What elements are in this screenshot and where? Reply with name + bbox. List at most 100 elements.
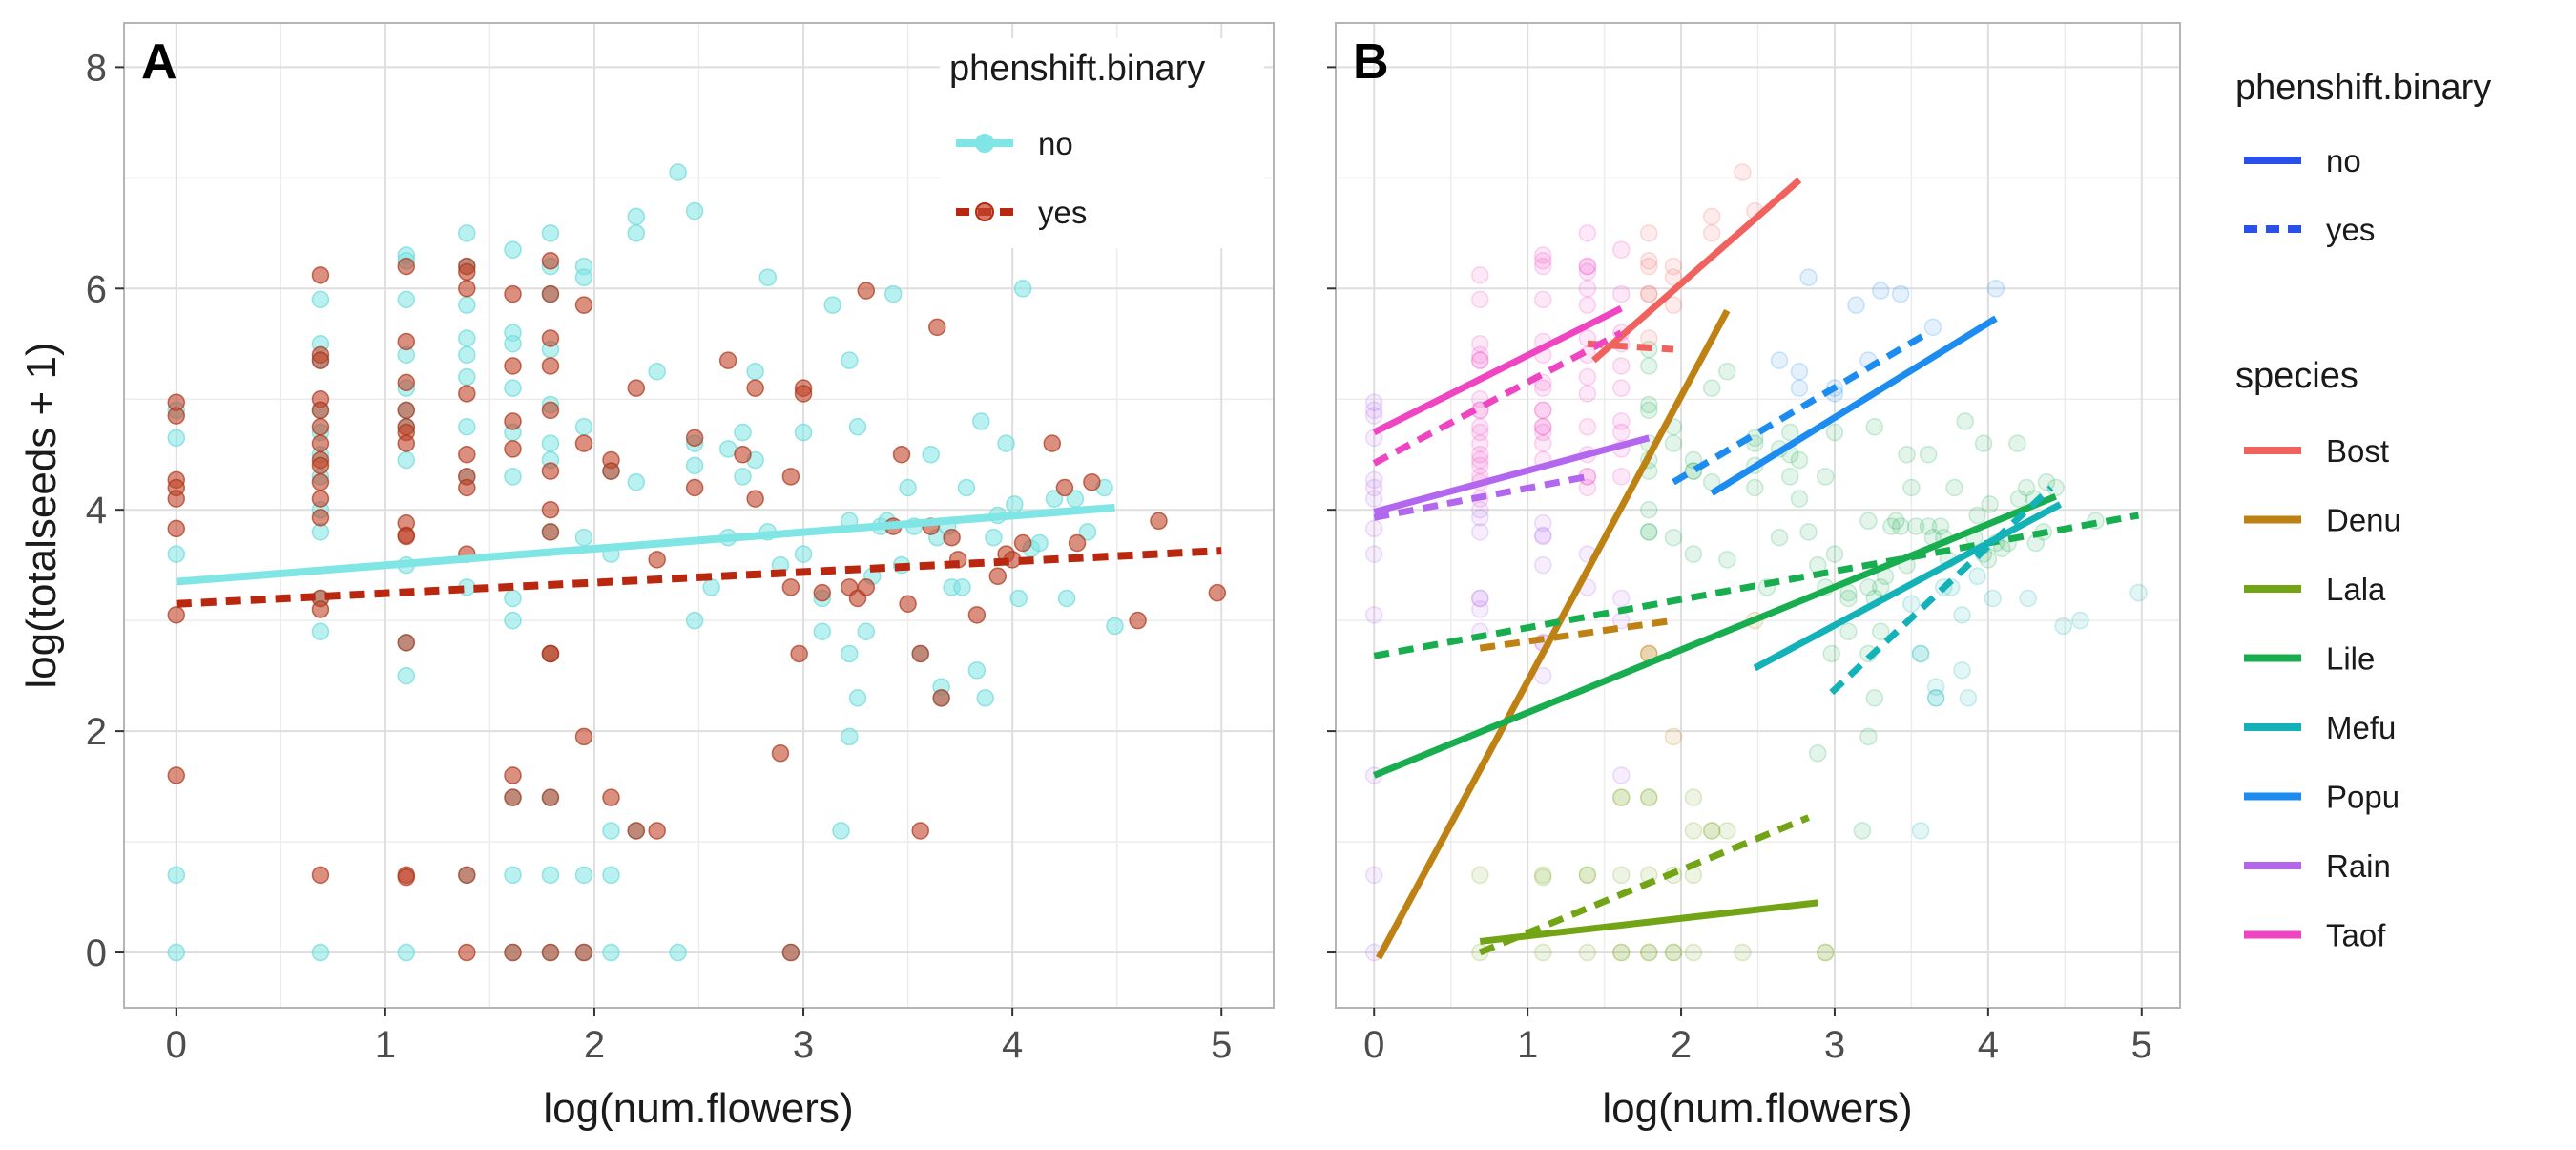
data-point [1882, 517, 1901, 535]
species-legend-label-popu: Popu [2326, 780, 2399, 815]
x-tick-label: 1 [1517, 1024, 1538, 1066]
panel-b-fits [1372, 178, 2140, 960]
data-point-no [685, 456, 704, 475]
y-tick-label: 0 [86, 932, 107, 974]
data-point [1979, 551, 1998, 569]
panel-a-legend-key-no-point [975, 134, 994, 153]
x-tick-label: 0 [1363, 1024, 1384, 1066]
data-point-no [884, 284, 903, 303]
data-point-no [541, 434, 560, 452]
data-point-yes [967, 606, 987, 624]
data-point [1809, 744, 1827, 763]
data-point [1640, 943, 1658, 962]
data-point [1471, 351, 1489, 369]
data-point-no [794, 423, 813, 442]
data-point [1533, 417, 1552, 436]
data-point-no [504, 240, 522, 259]
data-point-no [685, 611, 704, 630]
data-point-yes [648, 822, 666, 840]
data-point-no [758, 268, 778, 286]
data-point-no [702, 578, 720, 596]
data-point [1471, 434, 1489, 452]
data-point [1578, 385, 1597, 403]
data-point [1578, 262, 1597, 282]
data-point-yes [311, 401, 330, 420]
fit-line-mefu-no [1753, 501, 2063, 672]
data-point-yes [541, 943, 560, 962]
data-point-no [985, 528, 1003, 547]
data-point-no [840, 351, 859, 369]
data-point [1968, 506, 1986, 525]
fit-line-lile-no [1372, 493, 2057, 779]
data-point [1533, 401, 1552, 420]
x-tick-label: 2 [1671, 1024, 1692, 1066]
panel-b-legend: phenshift.binary no yes species Bost Denu… [2235, 68, 2491, 953]
data-point-no [899, 478, 917, 497]
data-point [1533, 527, 1552, 546]
data-point [1684, 943, 1703, 962]
data-point [1953, 661, 1971, 680]
data-point [1533, 257, 1552, 276]
data-point [1533, 666, 1552, 685]
data-point-yes [932, 689, 950, 707]
data-point [1871, 622, 1890, 641]
panel-b-grid [1336, 23, 2180, 1008]
data-point [1891, 284, 1910, 303]
data-point-yes [541, 329, 560, 347]
data-point [1919, 445, 1938, 464]
data-point [1770, 351, 1789, 369]
data-point-yes [397, 634, 416, 652]
data-point [1953, 606, 1971, 624]
species-legend-label-denu: Denu [2326, 503, 2401, 538]
data-point-no [685, 201, 704, 220]
data-point-yes [541, 401, 560, 420]
data-point [1781, 468, 1799, 486]
data-point-no [1030, 533, 1049, 553]
data-point [1640, 224, 1658, 242]
data-point-no [458, 296, 476, 314]
data-point [1533, 866, 1552, 885]
data-point [1664, 296, 1683, 314]
data-point [1471, 335, 1489, 353]
data-point [1859, 727, 1878, 746]
data-point [1471, 866, 1489, 885]
data-point-no [627, 207, 646, 226]
data-point-no [504, 335, 522, 353]
fit-line-lala-yes [1478, 814, 1810, 956]
data-point-yes [899, 595, 917, 614]
data-point [2129, 583, 2148, 602]
data-point [1986, 280, 2005, 298]
data-point-no [813, 622, 832, 641]
data-point-yes [790, 644, 808, 663]
data-point [1612, 379, 1631, 397]
data-point-no [1078, 523, 1097, 541]
data-point [1640, 257, 1658, 276]
data-point [1640, 284, 1658, 303]
data-point-yes [458, 943, 476, 962]
data-point [1640, 395, 1658, 414]
fit-line-denu-no [1375, 308, 1731, 960]
data-point [1902, 478, 1921, 497]
fit-line-lala-no [1479, 899, 1818, 945]
data-point-no [953, 578, 971, 596]
data-point-no [627, 224, 646, 242]
fit-line-bost-no [1591, 178, 1802, 364]
data-point [1684, 545, 1703, 563]
data-point-yes [397, 332, 416, 351]
panel-a-ticks: 0 1 2 3 4 5 0 2 4 6 8 [86, 47, 1233, 1066]
data-point [1578, 866, 1597, 885]
panel-a-x-axis-title: log(num.flowers) [543, 1085, 853, 1132]
data-point [1640, 284, 1658, 303]
data-point [1640, 500, 1658, 519]
data-point-yes [1150, 512, 1168, 531]
data-point-no [311, 290, 330, 309]
y-tick-label: 6 [86, 268, 107, 310]
data-point-no [504, 468, 522, 486]
data-point-no [574, 417, 593, 436]
data-point-no [840, 727, 859, 746]
data-point-no [734, 423, 752, 442]
data-point [1578, 478, 1597, 497]
data-point-no [669, 943, 687, 962]
data-point [1471, 589, 1489, 608]
data-point [1817, 943, 1835, 962]
